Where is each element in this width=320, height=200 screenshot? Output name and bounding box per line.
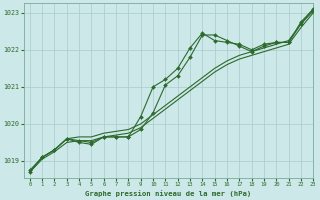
X-axis label: Graphe pression niveau de la mer (hPa): Graphe pression niveau de la mer (hPa) bbox=[85, 190, 252, 197]
